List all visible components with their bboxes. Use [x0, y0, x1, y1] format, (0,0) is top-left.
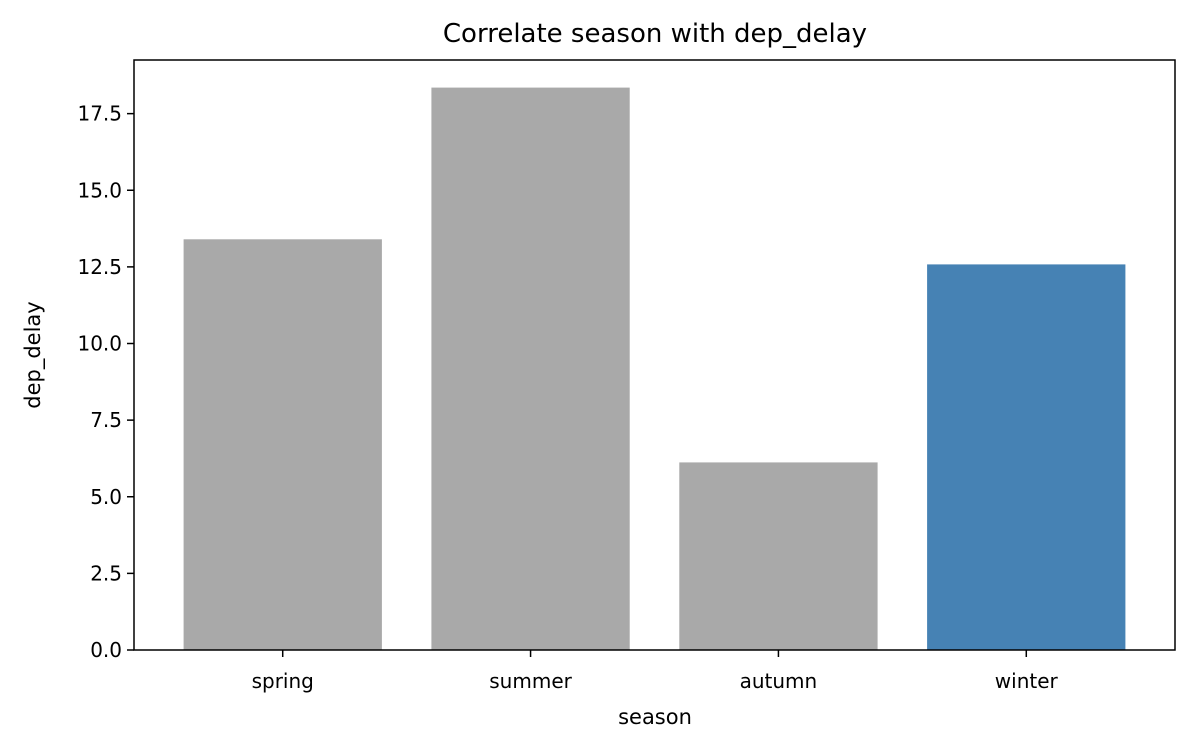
y-tick-label: 15.0 — [77, 178, 122, 202]
bar-spring — [183, 239, 382, 651]
bar-series — [183, 87, 1126, 651]
x-axis-ticks: spring summer autumn winter — [252, 650, 1059, 693]
y-tick-label: 0.0 — [90, 638, 122, 662]
y-tick-label: 10.0 — [77, 332, 122, 356]
y-tick-label: 2.5 — [90, 561, 122, 585]
x-tick-label: winter — [995, 669, 1059, 693]
chart-title: Correlate season with dep_delay — [443, 19, 867, 49]
x-tick-label: summer — [489, 669, 572, 693]
x-tick-label: spring — [252, 669, 314, 693]
y-tick-label: 5.0 — [90, 485, 122, 509]
y-tick-label: 12.5 — [77, 255, 122, 279]
y-tick-label: 7.5 — [90, 408, 122, 432]
bar-autumn — [679, 462, 878, 650]
y-axis-label: dep_delay — [21, 301, 46, 408]
plot-area-frame — [133, 59, 1176, 651]
y-tick-label: 17.5 — [77, 102, 122, 126]
bar-summer — [431, 87, 630, 651]
x-axis-label: season — [618, 705, 692, 729]
y-axis-ticks: 0.0 2.5 5.0 7.5 10.0 12.5 15.0 17.5 — [77, 102, 134, 662]
bar-winter — [927, 264, 1126, 650]
x-tick-label: autumn — [740, 669, 818, 693]
